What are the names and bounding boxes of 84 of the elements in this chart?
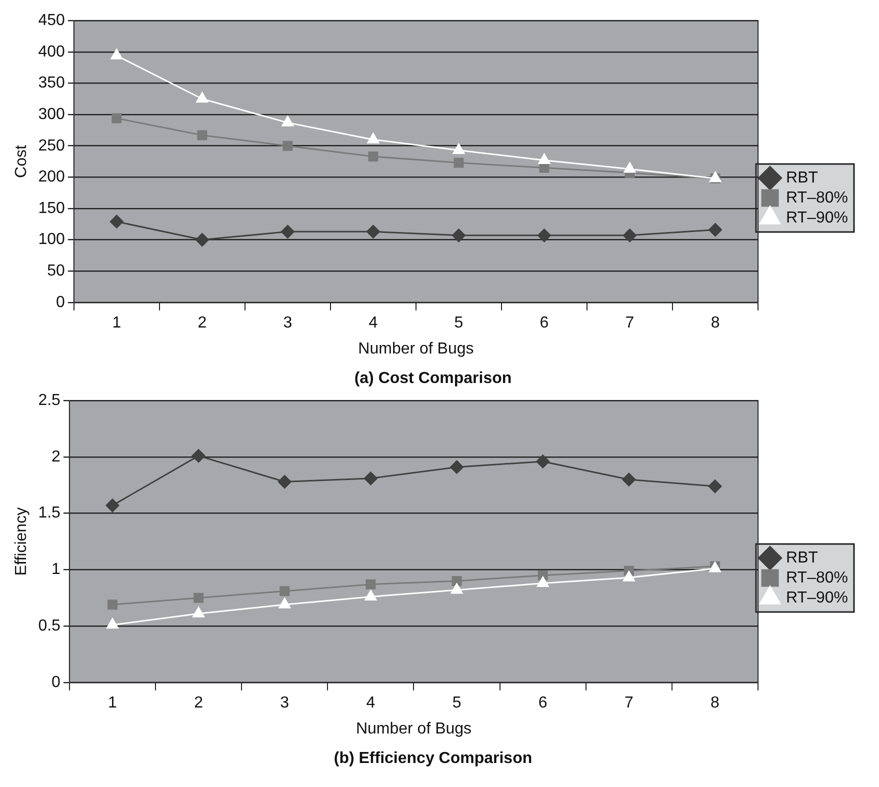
point (278, 475, 292, 489)
point (450, 460, 464, 474)
y-tick-label: 250 (38, 137, 65, 154)
legend-label: RBT (786, 549, 818, 566)
legend-label: RBT (786, 169, 818, 186)
x-tick-label: 5 (454, 314, 464, 332)
point (708, 480, 722, 494)
point (452, 576, 462, 586)
y-tick-label: 2.5 (38, 392, 61, 410)
point (195, 233, 209, 247)
legend-label: RT–90% (786, 209, 848, 226)
x-tick-label: 4 (368, 314, 378, 332)
y-tick-label: 100 (38, 231, 65, 248)
point (106, 498, 120, 512)
x-tick-label: 4 (366, 694, 376, 712)
x-tick-label: 3 (280, 694, 290, 712)
point (194, 592, 204, 603)
y-tick-label: 0 (52, 674, 61, 691)
x-tick-label: 1 (108, 694, 118, 712)
x-axis-title: Number of Bugs (358, 340, 474, 358)
point (112, 113, 122, 124)
x-tick-label: 6 (538, 694, 548, 712)
point (192, 449, 206, 463)
y-tick-label: 200 (38, 168, 65, 186)
point (192, 606, 204, 618)
y-tick-label: 2 (52, 448, 61, 466)
legend-label: RT–80% (786, 569, 848, 586)
point (452, 228, 466, 242)
legend-label: RT–90% (786, 589, 848, 606)
y-tick-label: 0 (56, 294, 65, 311)
y-tick-label: 350 (38, 74, 65, 92)
x-tick-label: 3 (283, 314, 292, 332)
y-axis-title: Efficiency (13, 507, 30, 576)
point (196, 92, 208, 103)
point (197, 130, 208, 140)
point (366, 224, 380, 238)
x-tick-label: 7 (625, 314, 634, 332)
y-tick-label: 150 (38, 200, 65, 217)
point (110, 48, 123, 60)
y-tick-label: 50 (47, 262, 65, 280)
y-tick-label: 300 (38, 106, 65, 123)
point (454, 158, 464, 168)
point (278, 598, 291, 608)
point (538, 154, 550, 164)
point (282, 116, 294, 126)
y-tick-label: 400 (38, 43, 65, 60)
y-tick-label: 0.5 (38, 617, 61, 634)
x-tick-label: 2 (198, 314, 207, 332)
text: (a) Cost Comparison (354, 370, 512, 387)
point (364, 590, 377, 600)
x-tick-label: 7 (624, 694, 634, 712)
point (624, 162, 636, 173)
x-tick-label: 1 (112, 314, 122, 332)
y-tick-label: 450 (38, 12, 65, 30)
text: (b) Efficiency Comparison (334, 750, 532, 767)
point (452, 143, 465, 154)
point (622, 472, 636, 486)
point (537, 228, 551, 242)
point (366, 579, 376, 590)
point (368, 152, 378, 162)
point (450, 583, 463, 594)
x-tick-label: 2 (194, 694, 204, 712)
x-tick-label: 8 (710, 314, 720, 332)
x-tick-label: 5 (452, 694, 462, 712)
point (367, 132, 380, 144)
point (708, 223, 722, 237)
point (622, 570, 635, 582)
point (107, 600, 118, 610)
point (106, 618, 118, 629)
point (536, 454, 550, 468)
point (364, 472, 378, 486)
y-tick-label: 1 (52, 561, 61, 578)
y-axis-title: Cost (13, 144, 30, 178)
x-tick-label: 8 (710, 694, 720, 712)
point (280, 224, 294, 238)
legend-label: RT–80% (786, 189, 848, 206)
point (623, 228, 637, 242)
point (282, 140, 293, 151)
x-axis-title: Number of Bugs (356, 720, 472, 738)
point (110, 214, 124, 228)
y-tick-label: 1.5 (38, 504, 61, 522)
x-tick-label: 6 (540, 314, 549, 332)
point (536, 576, 549, 587)
point (280, 586, 290, 596)
